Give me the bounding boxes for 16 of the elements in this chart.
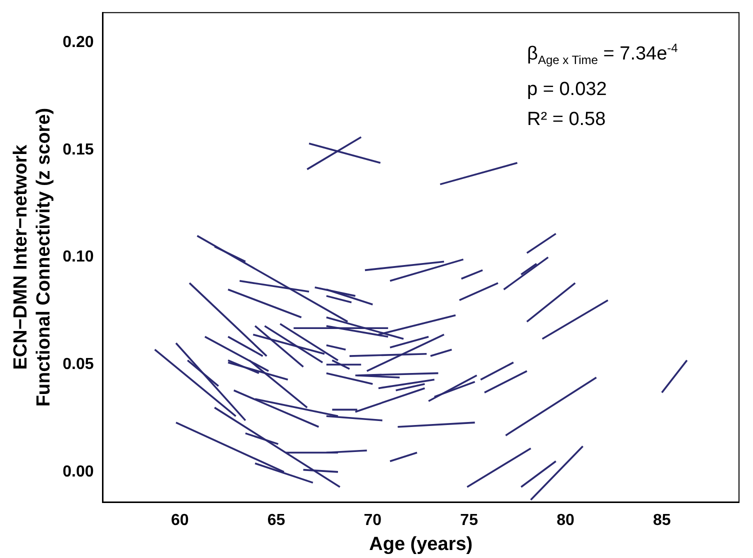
y-tick-label: 0.15: [62, 141, 94, 158]
x-tick-label: 65: [267, 512, 286, 530]
x-tick-label: 80: [556, 512, 574, 530]
y-tick-label: 0.10: [62, 248, 94, 266]
x-tick-label: 60: [170, 512, 189, 530]
annotation: β$_{Age x Time}$ = 7.34e$^{-4}$: [527, 40, 678, 69]
x-tick-label: 85: [652, 512, 671, 530]
x-axis-title: Age (years): [369, 534, 473, 555]
annotation: p = 0.032: [527, 78, 608, 102]
x-tick-label: 75: [460, 512, 478, 530]
x-tick-label: 70: [364, 512, 382, 530]
y-tick-label: 0.05: [62, 356, 94, 374]
y-axis-title: ECN−DMN Inter−network Functional Connectivity (z score): [10, 108, 54, 407]
y-tick-label: 0.00: [62, 463, 94, 480]
y-tick-label: 0.20: [62, 34, 94, 52]
annotation: R² = 0.58: [527, 108, 607, 132]
